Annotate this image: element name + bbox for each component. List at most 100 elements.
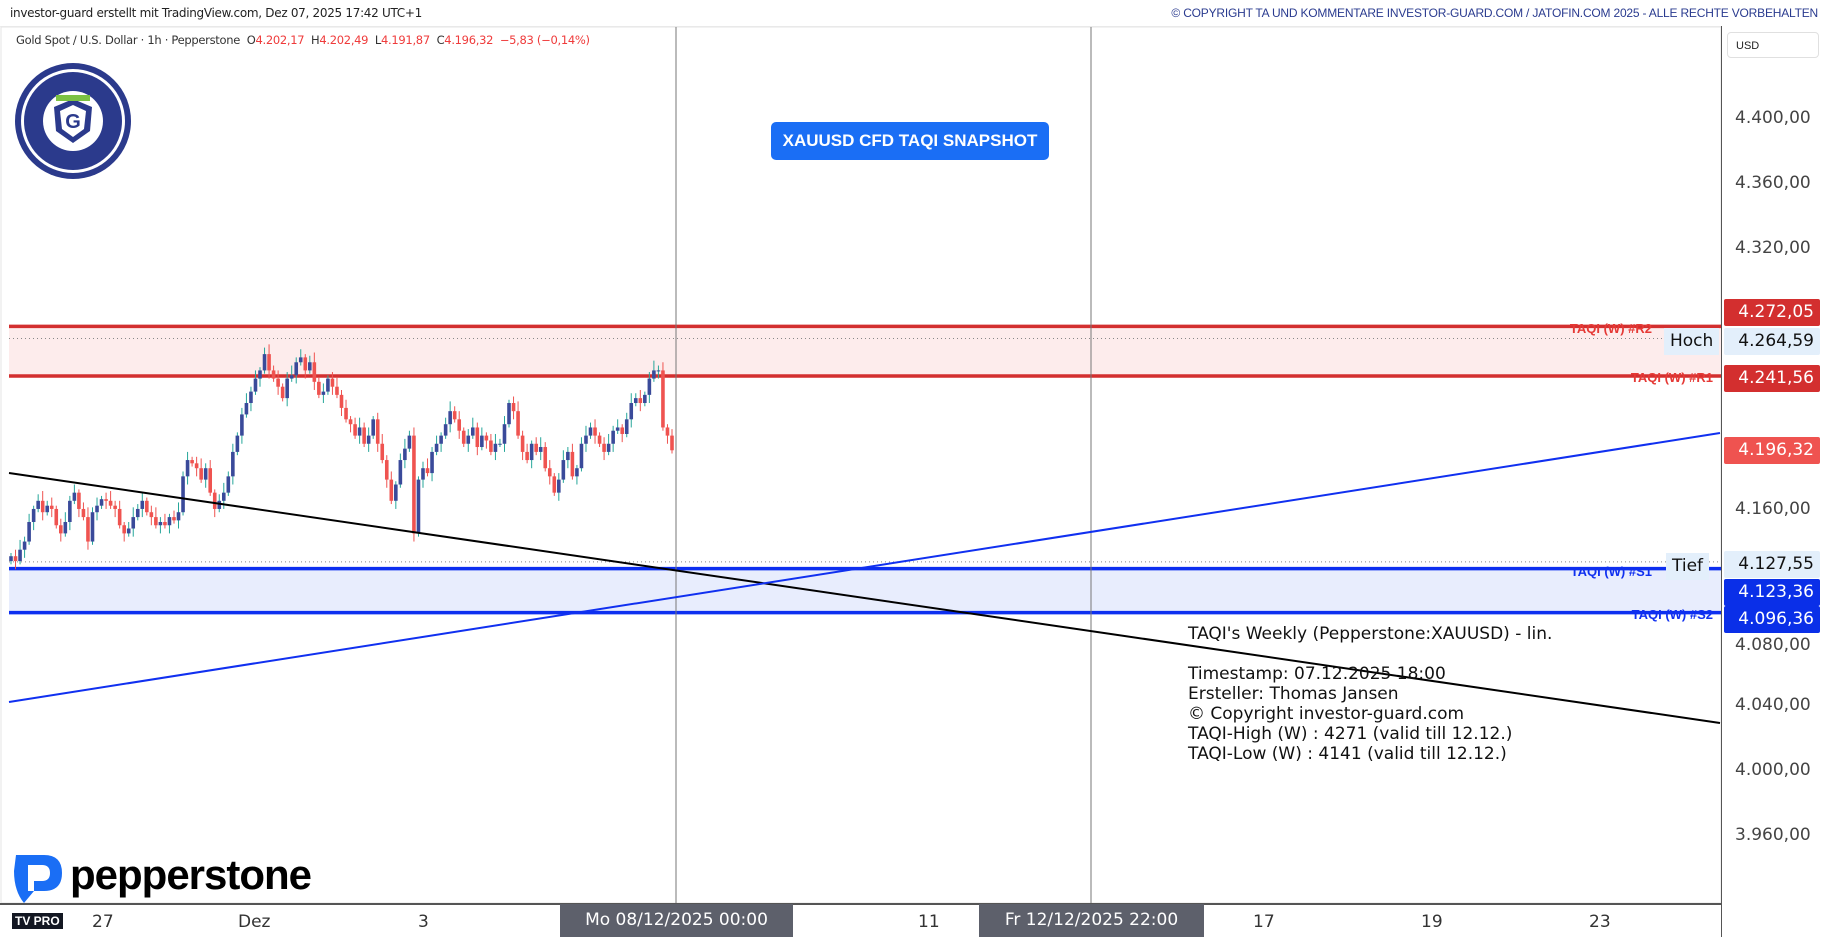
candle-body — [77, 492, 81, 509]
candle-body — [113, 505, 117, 509]
candle-body — [54, 508, 59, 526]
candle-body — [45, 505, 50, 513]
candle-body — [81, 508, 86, 518]
candle-body — [520, 435, 525, 452]
candle-body — [534, 443, 538, 452]
time-axis[interactable] — [0, 903, 1721, 939]
candle-body — [665, 427, 670, 436]
candle-body — [36, 500, 40, 509]
symbol-name: Gold Spot / U.S. Dollar · 1h · Peppersto… — [16, 33, 241, 47]
crosshair-time-label-mo: Mo 08/12/2025 00:00 — [560, 904, 793, 937]
pepperstone-logo: pepperstone — [14, 851, 312, 903]
time-tick: Dez — [238, 912, 271, 932]
level-label-r1: TAQI (W) #R1 — [1630, 370, 1713, 385]
candle-body — [661, 370, 665, 428]
blue-trendline[interactable] — [8, 432, 1721, 703]
candle-body — [163, 521, 167, 526]
candle-body — [624, 419, 629, 434]
level-label-s2: TAQI (W) #S2 — [1631, 607, 1713, 622]
candle-body — [348, 419, 353, 425]
candle-body — [638, 398, 643, 404]
candle-body — [606, 443, 611, 452]
candle-body — [18, 549, 22, 562]
candle-body — [181, 476, 185, 513]
candle-body — [217, 500, 222, 509]
price-label-high: 4.264,59 — [1724, 328, 1820, 355]
candle-body — [226, 476, 231, 493]
candle-body — [167, 517, 172, 526]
candle-body — [425, 468, 430, 474]
candle-body — [507, 403, 511, 425]
candle-body — [457, 419, 462, 431]
candle-body — [267, 354, 271, 371]
price-tick: 4.360,00 — [1735, 172, 1811, 193]
candle-body — [135, 508, 140, 518]
candle-body — [357, 427, 362, 436]
taqi-note: TAQI's Weekly (Pepperstone:XAUUSD) - lin… — [1188, 624, 1552, 764]
candle-body — [403, 448, 407, 461]
candle-body — [303, 357, 308, 371]
candle-body — [557, 479, 561, 493]
candle-body — [49, 505, 54, 509]
candle-body — [13, 556, 18, 562]
candle-body — [140, 500, 145, 509]
candle-body — [312, 362, 317, 382]
candle-body — [212, 492, 217, 509]
high-value: 4.202,49 — [319, 33, 369, 47]
price-label-s2: 4.096,36 — [1724, 606, 1820, 633]
crosshair-time-label-fr: Fr 12/12/2025 22:00 — [979, 904, 1204, 937]
candle-body — [317, 381, 321, 395]
candle-body — [466, 435, 471, 444]
candle-body — [344, 407, 348, 420]
compliance-badge-logo: G — [15, 63, 131, 179]
candle-body — [597, 435, 602, 444]
candle-body — [199, 468, 203, 480]
price-label-r1: 4.241,56 — [1724, 365, 1820, 392]
candle-body — [63, 521, 68, 534]
candle-body — [335, 386, 339, 395]
candle-body — [126, 528, 131, 534]
note-timestamp: Timestamp: 07.12.2025 18:00 — [1188, 664, 1446, 684]
candle-body — [244, 403, 249, 415]
candle-body — [384, 460, 389, 480]
close-label: C — [436, 33, 445, 47]
candle-body — [172, 517, 176, 521]
candle-body — [538, 447, 543, 452]
high-marker-label: Hoch — [1664, 328, 1720, 355]
price-tick: 4.160,00 — [1735, 498, 1811, 519]
candle-body — [276, 378, 280, 387]
open-value: 4.202,17 — [255, 33, 305, 47]
candle-body — [31, 508, 36, 522]
candle-body — [670, 435, 674, 451]
candle-body — [122, 525, 126, 534]
candle-body — [633, 398, 638, 404]
candle-body — [543, 447, 548, 469]
note-taqi-high: TAQI-High (W) : 4271 (valid till 12.12.) — [1188, 724, 1513, 744]
candle-body — [421, 468, 425, 480]
candle-body — [443, 424, 448, 436]
candle-body — [330, 378, 335, 387]
level-label-r2: TAQI (W) #R2 — [1569, 321, 1652, 336]
price-tick: 4.000,00 — [1735, 759, 1811, 780]
black-trendline[interactable] — [8, 472, 1721, 724]
note-copyright: © Copyright investor-guard.com — [1188, 704, 1465, 724]
close-value: 4.196,32 — [444, 33, 494, 47]
candle-body — [90, 512, 95, 542]
svg-text:G: G — [65, 111, 81, 133]
currency-selector[interactable]: USD — [1727, 32, 1819, 58]
candle-body — [529, 443, 534, 461]
snapshot-label: XAUUSD CFD TAQI SNAPSHOT — [771, 122, 1049, 160]
candle-body — [412, 435, 416, 534]
candle-body — [99, 499, 104, 506]
candle-body — [231, 451, 235, 477]
candle-body — [86, 517, 90, 542]
candle-body — [416, 479, 421, 534]
price-axis[interactable] — [1722, 26, 1828, 903]
candle-body — [398, 460, 403, 485]
candle-body — [366, 435, 371, 444]
candle-body — [190, 460, 194, 464]
candle-body — [149, 512, 154, 518]
candle-body — [271, 370, 276, 379]
candle-body — [176, 512, 181, 521]
